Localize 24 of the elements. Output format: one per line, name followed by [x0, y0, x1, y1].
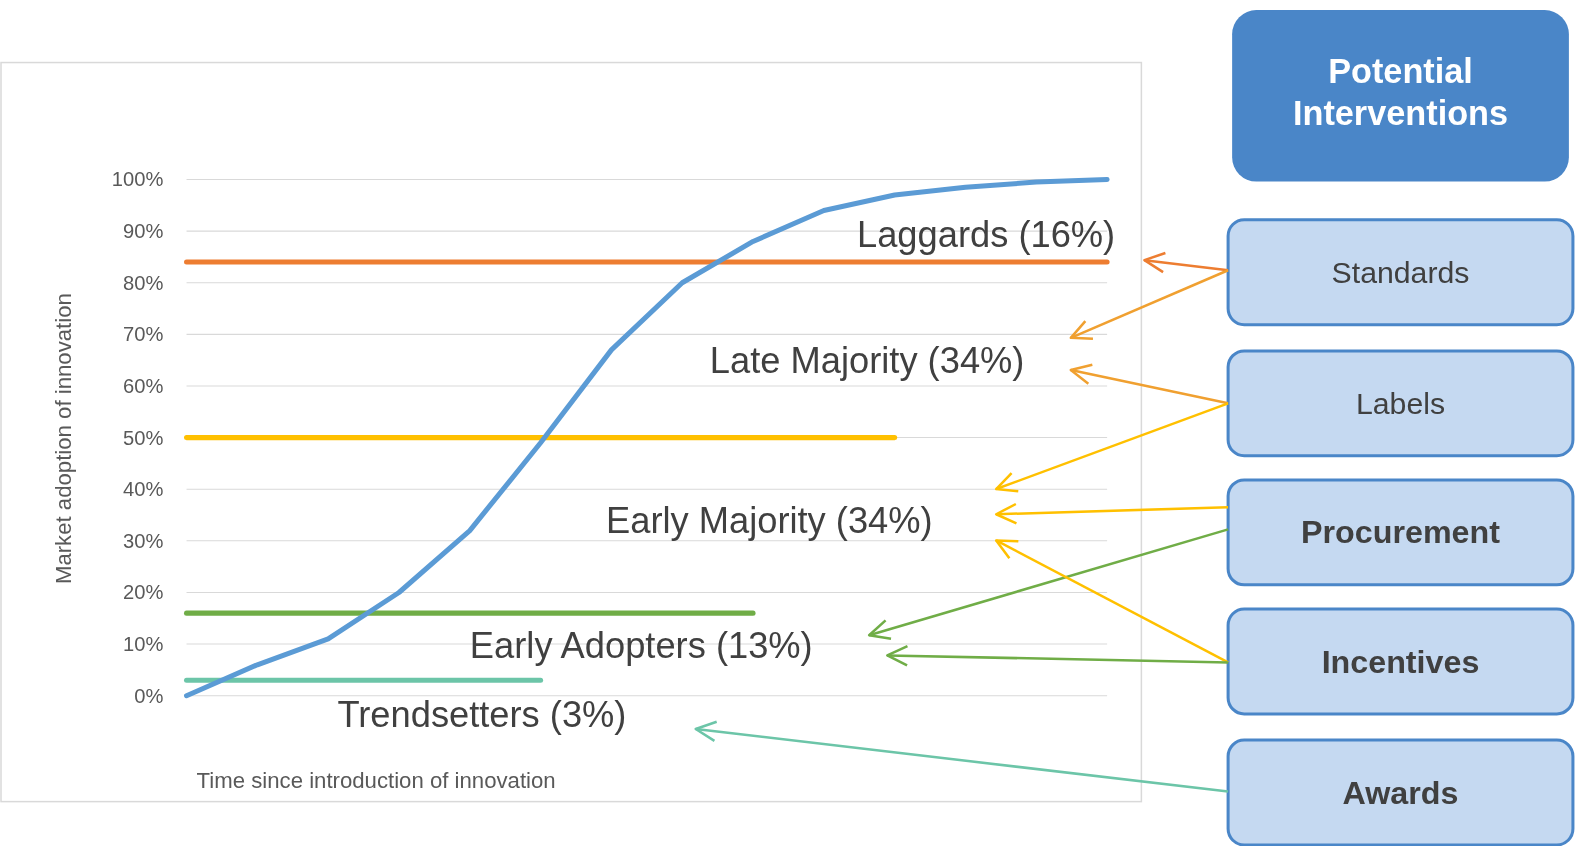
- y-tick-label: 90%: [123, 220, 164, 243]
- annotation: Trendsetters (3%): [337, 694, 627, 735]
- annotation: Early Adopters (13%): [469, 625, 813, 667]
- text: Incentives: [1321, 643, 1480, 680]
- y-tick-label: 20%: [123, 581, 164, 604]
- y-tick-label: 60%: [123, 374, 164, 397]
- annotation: Laggards (16%): [857, 214, 1116, 256]
- text: Procurement: [1301, 514, 1501, 551]
- annotation: Late Majority (34%): [709, 340, 1025, 382]
- y-tick-label: 40%: [123, 478, 164, 501]
- annotation: Early Majority (34%): [606, 500, 933, 542]
- y-tick-label: 0%: [134, 684, 164, 707]
- y-tick-label: 80%: [123, 271, 164, 294]
- text: Awards: [1342, 774, 1459, 811]
- y-tick-label: 100%: [111, 168, 164, 191]
- text: Potential Interventions: [1292, 51, 1509, 133]
- y-tick-label: 10%: [123, 633, 164, 656]
- text: Labels: [1355, 387, 1446, 421]
- y-axis-title: Market adoption of innovation: [50, 293, 76, 585]
- text: Standards: [1331, 256, 1470, 290]
- y-tick-label: 50%: [123, 426, 164, 449]
- x-axis-title: Time since introduction of innovation: [196, 768, 556, 794]
- y-tick-label: 70%: [123, 323, 164, 346]
- y-tick-label: 30%: [123, 529, 164, 552]
